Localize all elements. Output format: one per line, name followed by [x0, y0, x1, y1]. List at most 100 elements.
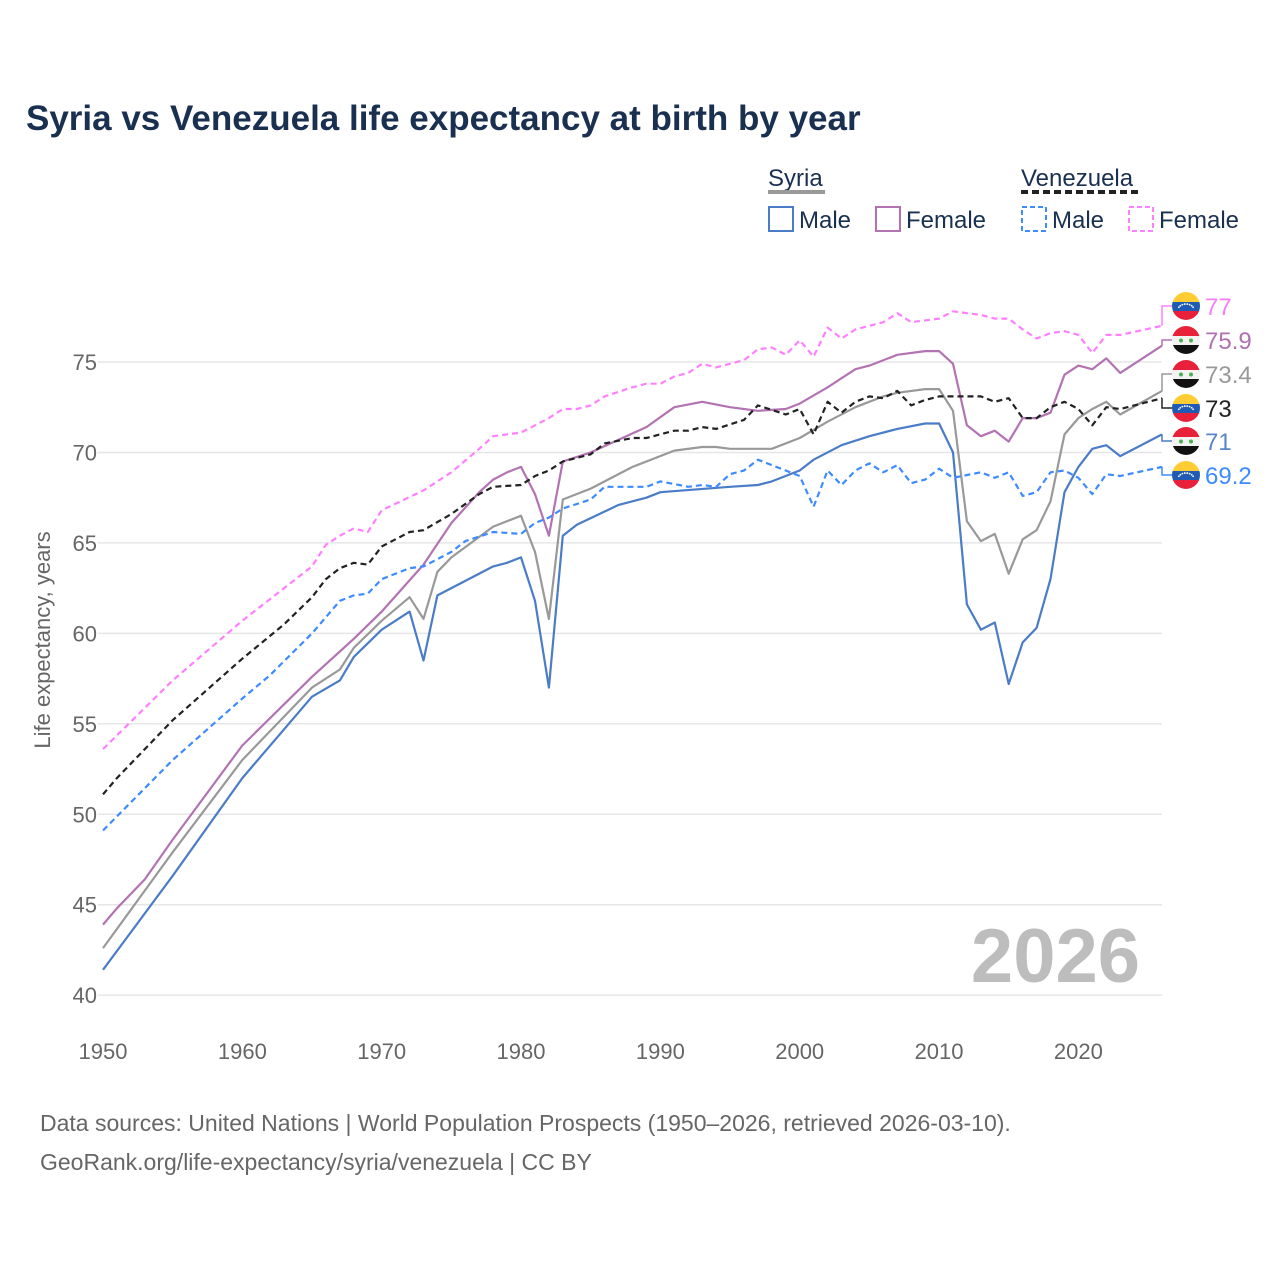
flag-star [1188, 303, 1191, 306]
legend-swatch-venezuela-male [1021, 206, 1047, 232]
flag-star [1179, 338, 1183, 343]
series-lines [102, 310, 1163, 971]
end-value-label: 77 [1205, 294, 1232, 321]
flag-star [1189, 338, 1193, 343]
venezuela-flag-icon [1172, 461, 1200, 489]
flag-stripe [1172, 360, 1200, 370]
series-line-venezuela-male [102, 458, 1163, 832]
flag-star [1177, 475, 1180, 478]
leader-line [1161, 466, 1172, 476]
legend-label-venezuela-male: Male [1052, 207, 1104, 234]
flag-stripe [1172, 379, 1200, 388]
venezuela-flag-icon [1172, 292, 1200, 320]
flag-star [1179, 304, 1182, 307]
y-ticks: 40 45 50 55 60 65 70 75 [73, 350, 97, 1008]
flag-stripe [1172, 345, 1200, 354]
flag-star [1192, 306, 1195, 309]
series-line-venezuela-female [102, 310, 1163, 750]
legend: Syria Male Female Venezuela Male Female [768, 165, 1239, 234]
flag-star [1189, 372, 1193, 377]
flag-stripe [1172, 292, 1200, 302]
flag-star [1183, 472, 1186, 474]
leader-line [1161, 339, 1172, 346]
y-tick-label: 75 [73, 350, 97, 375]
flag-star [1177, 408, 1180, 411]
y-tick-label: 65 [73, 531, 97, 556]
legend-swatch-venezuela-female [1128, 206, 1154, 232]
flag-star [1186, 472, 1189, 474]
y-tick-label: 55 [73, 712, 97, 737]
flag-stripe [1172, 302, 1200, 311]
flag-star [1190, 473, 1193, 476]
syria-flag-icon [1172, 360, 1200, 388]
x-ticks: 1950 1960 1970 1980 1990 2000 2010 2020 [79, 1039, 1103, 1064]
x-tick-label: 1950 [79, 1039, 128, 1064]
flag-star [1181, 472, 1184, 475]
flag-clip [1172, 394, 1200, 422]
flag-star [1192, 408, 1195, 411]
flag-star [1188, 405, 1191, 408]
series-line-syria-female [102, 344, 1163, 926]
flag-star [1192, 475, 1195, 478]
flag-stripe [1172, 394, 1200, 404]
y-tick-label: 60 [73, 621, 97, 646]
y-tick-label: 70 [73, 440, 97, 465]
year-watermark: 2026 [971, 914, 1140, 999]
flag-stripe [1172, 427, 1200, 437]
end-value-label: 71 [1205, 429, 1232, 456]
leader-line [1161, 373, 1172, 391]
flag-clip [1172, 461, 1200, 489]
x-tick-label: 2000 [775, 1039, 824, 1064]
legend-group-syria: Syria [768, 165, 823, 192]
flag-stripe [1172, 370, 1200, 379]
syria-flag-icon [1172, 326, 1200, 354]
x-tick-label: 1970 [357, 1039, 406, 1064]
flag-star [1189, 439, 1193, 444]
flag-star [1179, 439, 1183, 444]
end-value-label: 73 [1205, 396, 1232, 423]
legend-label-syria-male: Male [799, 207, 851, 234]
flag-clip [1172, 326, 1200, 354]
flag-star [1179, 473, 1182, 476]
flag-stripe [1172, 437, 1200, 446]
flag-stripe [1172, 404, 1200, 413]
x-tick-label: 1980 [497, 1039, 546, 1064]
flag-clip [1172, 292, 1200, 320]
series-line-syria [102, 388, 1163, 949]
footer-link[interactable]: GeoRank.org/life-expectancy/syria/venezu… [40, 1149, 592, 1175]
syria-flag-icon [1172, 427, 1200, 455]
flag-star [1179, 372, 1183, 377]
flag-star [1183, 405, 1186, 407]
venezuela-flag-icon [1172, 394, 1200, 422]
flag-stripe [1172, 336, 1200, 345]
x-tick-label: 2020 [1054, 1039, 1103, 1064]
flag-star [1177, 306, 1180, 309]
x-tick-label: 2010 [915, 1039, 964, 1064]
flag-star [1179, 406, 1182, 409]
flag-clip [1172, 360, 1200, 388]
flag-stripe [1172, 311, 1200, 320]
flag-clip [1172, 427, 1200, 455]
flag-star [1190, 406, 1193, 409]
leader-line [1161, 305, 1172, 326]
flag-star [1186, 303, 1189, 305]
series-line-venezuela [102, 389, 1163, 796]
flag-star [1186, 405, 1189, 407]
y-axis-label: Life expectancy, years [30, 531, 55, 748]
series-line-syria-male [102, 422, 1163, 971]
legend-swatch-syria-male [768, 206, 794, 232]
flag-stripe [1172, 480, 1200, 489]
y-tick-label: 50 [73, 802, 97, 827]
flag-star [1183, 303, 1186, 305]
legend-swatch-syria-female [875, 206, 901, 232]
end-value-label: 73.4 [1205, 362, 1252, 389]
flag-star [1188, 472, 1191, 475]
flag-star [1181, 303, 1184, 306]
legend-label-syria-female: Female [906, 207, 986, 234]
x-tick-label: 1990 [636, 1039, 685, 1064]
end-value-label: 75.9 [1205, 328, 1252, 355]
end-labels: 77 75.9 73.4 73 71 69.2 [1161, 292, 1252, 490]
flag-stripe [1172, 326, 1200, 336]
flag-stripe [1172, 461, 1200, 471]
